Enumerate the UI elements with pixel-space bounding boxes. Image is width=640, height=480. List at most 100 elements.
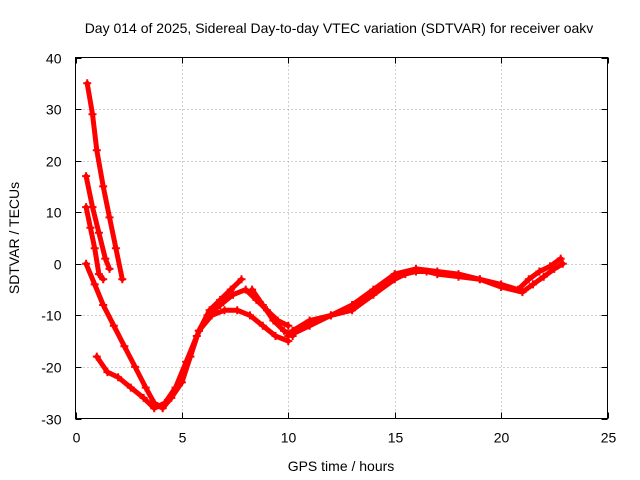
data-point bbox=[207, 311, 216, 320]
data-point bbox=[103, 368, 112, 377]
data-point bbox=[226, 285, 235, 294]
y-axis-label: SDTVAR / TECUs bbox=[6, 182, 22, 294]
data-series-arc-b bbox=[82, 172, 114, 273]
data-point bbox=[529, 280, 537, 289]
data-point bbox=[94, 228, 103, 237]
data-point bbox=[99, 301, 108, 309]
data-point bbox=[120, 342, 129, 351]
data-point bbox=[216, 301, 225, 309]
data-point bbox=[524, 275, 533, 284]
data-point bbox=[150, 404, 159, 413]
data-point bbox=[558, 259, 567, 268]
series-line bbox=[290, 256, 564, 334]
x-tick-label: 15 bbox=[388, 430, 404, 446]
data-point bbox=[280, 326, 288, 335]
y-tick-label: 30 bbox=[46, 102, 62, 118]
data-point bbox=[92, 146, 101, 155]
x-tick-label: 20 bbox=[494, 430, 510, 446]
data-point bbox=[514, 285, 523, 294]
data-point bbox=[99, 182, 108, 191]
data-point bbox=[237, 275, 246, 284]
data-point bbox=[88, 110, 97, 119]
x-tick-label: 10 bbox=[281, 430, 297, 446]
series-line bbox=[83, 261, 244, 411]
data-point bbox=[99, 275, 108, 284]
series-line bbox=[285, 261, 566, 339]
data-point bbox=[82, 203, 91, 212]
data-point bbox=[556, 254, 565, 263]
y-tick-label: -30 bbox=[41, 412, 61, 428]
data-point bbox=[105, 213, 114, 222]
y-tick-label: 20 bbox=[46, 154, 62, 170]
data-point bbox=[90, 280, 99, 289]
data-series-arc-a bbox=[83, 79, 127, 284]
data-point bbox=[114, 373, 123, 382]
data-point bbox=[82, 259, 91, 268]
data-point bbox=[546, 262, 554, 271]
data-point bbox=[271, 332, 280, 340]
data-point bbox=[454, 270, 463, 279]
x-tick-label: 0 bbox=[73, 430, 81, 446]
y-tick-label: -20 bbox=[41, 360, 61, 376]
x-tick-label: 25 bbox=[601, 430, 617, 446]
y-tick-label: 10 bbox=[46, 205, 62, 221]
data-point bbox=[94, 270, 103, 279]
data-point bbox=[194, 326, 203, 335]
data-point bbox=[171, 383, 180, 392]
data-point bbox=[269, 316, 278, 325]
grid-layer bbox=[75, 57, 608, 419]
data-point bbox=[182, 357, 191, 366]
data-point bbox=[412, 264, 420, 273]
data-point bbox=[475, 275, 484, 284]
plot-frame bbox=[75, 57, 608, 419]
data-point bbox=[82, 172, 91, 181]
data-series-arc-d bbox=[82, 259, 246, 413]
y-tick-label: -10 bbox=[41, 308, 61, 324]
data-series-arc-c bbox=[82, 203, 108, 284]
data-point bbox=[258, 321, 267, 330]
data-point bbox=[433, 267, 442, 276]
data-point bbox=[305, 316, 314, 325]
data-point bbox=[160, 399, 169, 407]
data-point bbox=[369, 285, 378, 294]
data-series-arc-i bbox=[288, 254, 565, 335]
data-series-arc-g bbox=[248, 285, 297, 340]
data-point bbox=[326, 311, 335, 320]
data-point bbox=[126, 383, 135, 392]
data-point bbox=[288, 326, 297, 335]
y-tick-label: 40 bbox=[46, 51, 62, 67]
data-point bbox=[248, 285, 257, 294]
data-point bbox=[258, 301, 267, 309]
data-point bbox=[233, 306, 242, 315]
data-point bbox=[284, 332, 293, 340]
data-point bbox=[539, 272, 548, 281]
data-point bbox=[497, 280, 506, 289]
data-point bbox=[246, 311, 254, 320]
data-point bbox=[109, 321, 118, 330]
data-point bbox=[141, 383, 150, 392]
chart-title: Day 014 of 2025, Sidereal Day-to-day VTE… bbox=[85, 20, 594, 36]
data-point bbox=[86, 223, 95, 232]
data-point bbox=[139, 393, 148, 402]
data-point bbox=[390, 270, 399, 279]
data-point bbox=[90, 244, 99, 253]
tick-layer: 0 5 10 15 20 25 -30 -20 -10 0 10 20 30 40 bbox=[41, 51, 616, 446]
data-point bbox=[92, 352, 101, 361]
data-point bbox=[284, 321, 293, 330]
data-point bbox=[348, 301, 357, 309]
series-layer bbox=[82, 79, 567, 413]
x-tick-label: 5 bbox=[179, 430, 187, 446]
data-point bbox=[83, 79, 92, 88]
data-point bbox=[229, 290, 237, 299]
data-point bbox=[535, 267, 544, 276]
data-point bbox=[111, 244, 120, 253]
data-point bbox=[220, 306, 229, 315]
data-series-arc-f bbox=[194, 306, 293, 346]
x-axis-label: GPS time / hours bbox=[288, 458, 395, 474]
data-point bbox=[105, 264, 114, 273]
data-point bbox=[518, 288, 527, 297]
data-point bbox=[101, 254, 110, 263]
data-point bbox=[118, 275, 127, 284]
data-point bbox=[192, 332, 201, 340]
